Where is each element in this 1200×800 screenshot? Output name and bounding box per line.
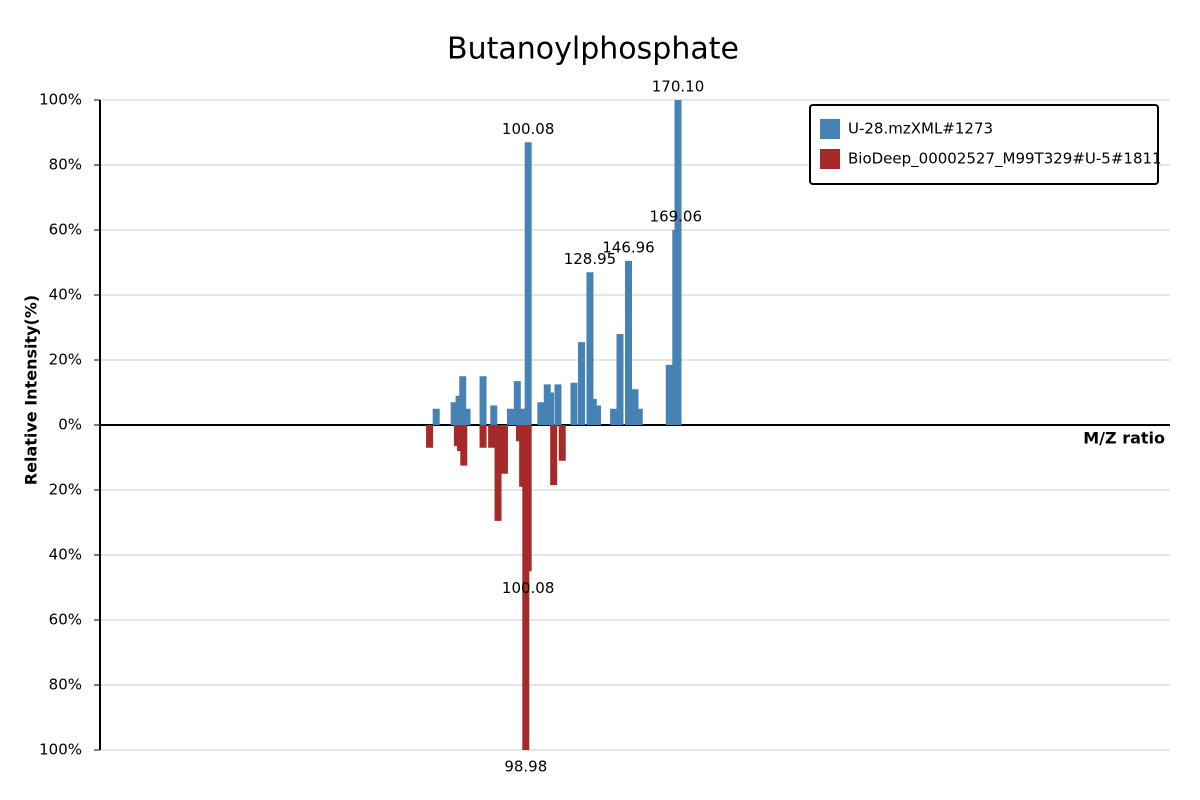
peak-label: 100.08: [502, 120, 555, 138]
peak-bar: [479, 376, 487, 425]
y-tick-label: 20%: [49, 351, 82, 369]
peak-bar: [624, 260, 632, 425]
legend-box: [809, 104, 1159, 185]
y-tick-label: 60%: [49, 221, 82, 239]
y-tick-label: 80%: [49, 676, 82, 694]
peak-bar: [513, 381, 521, 425]
peak-bar: [578, 342, 585, 425]
legend-label: U-28.mzXML#1273: [848, 120, 993, 138]
peak-label: 128.95: [564, 250, 617, 268]
legend-label: BioDeep_00002527_M99T329#U-5#1811: [848, 150, 1162, 169]
y-tick-label: 80%: [49, 156, 82, 174]
peak-bar: [610, 408, 618, 425]
peak-bar: [546, 392, 554, 425]
y-axis-label: Relative Intensity(%): [22, 295, 41, 485]
legend-swatch: [820, 119, 840, 139]
peak-bar: [594, 405, 602, 425]
peak-bar: [550, 425, 558, 486]
y-tick-label: 100%: [39, 741, 82, 759]
y-tick-label: 0%: [58, 416, 82, 434]
peak-bar: [537, 402, 545, 425]
peak-label: 169.06: [650, 208, 703, 226]
y-tick-label: 60%: [49, 611, 82, 629]
peak-bar: [522, 425, 530, 750]
peak-bar: [459, 376, 467, 425]
peak-bar: [616, 334, 624, 425]
peak-bar: [432, 408, 440, 425]
peak-label: 170.10: [652, 78, 705, 96]
peak-bar: [426, 425, 434, 448]
peak-bar: [450, 402, 458, 425]
peak-bar: [455, 395, 463, 425]
peak-bar: [479, 425, 487, 448]
peak-bar: [500, 425, 508, 474]
peak-bar: [635, 408, 643, 425]
peak-bar: [570, 382, 578, 425]
peak-bar: [519, 408, 527, 425]
x-axis-label: M/Z ratio: [1083, 429, 1165, 448]
peak-bar: [665, 364, 673, 425]
legend-swatch: [820, 149, 840, 169]
peak-bar: [586, 272, 594, 425]
peak-bar: [463, 408, 471, 425]
peak-bar: [554, 384, 562, 425]
peak-bar: [524, 142, 532, 425]
peak-bar: [494, 425, 502, 521]
chart-title: Butanoylphosphate: [447, 32, 739, 67]
y-tick-label: 40%: [49, 286, 82, 304]
peak-label: 146.96: [602, 238, 655, 256]
peak-bar: [631, 389, 639, 425]
y-tick-label: 40%: [49, 546, 82, 564]
peak-bar: [524, 425, 532, 572]
peak-bar: [460, 425, 468, 466]
peak-bar: [674, 100, 682, 425]
peak-bar: [506, 408, 514, 425]
peak-label: 98.98: [504, 758, 547, 776]
y-tick-label: 20%: [49, 481, 82, 499]
y-tick-label: 100%: [39, 91, 82, 109]
peak-bar: [490, 405, 498, 425]
peak-bar: [589, 399, 597, 425]
peak-label: 100.08: [502, 579, 555, 597]
legend: U-28.mzXML#1273 BioDeep_00002527_M99T329#…: [809, 104, 1162, 185]
peak-bar: [558, 425, 566, 461]
peak-bar: [488, 425, 496, 448]
